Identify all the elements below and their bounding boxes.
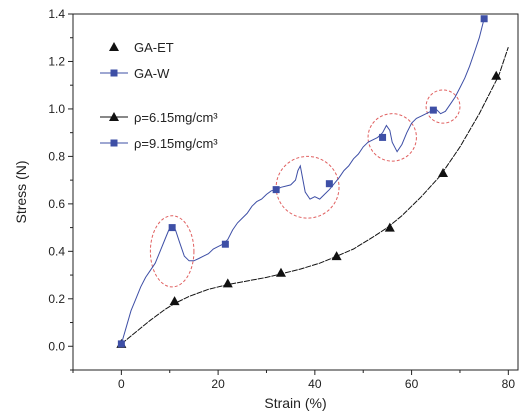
x-tick-label: 20 [211, 377, 225, 391]
legend: GA-ET GA-W ρ=6.15mg/cm³ ρ=9.15mg/cm³ [100, 40, 218, 151]
legend-label: ρ=6.15mg/cm³ [134, 110, 218, 125]
legend-marker-triangle [109, 42, 119, 51]
data-point-square [325, 180, 333, 188]
x-tick-label: 0 [118, 377, 125, 391]
highlight-circle [425, 89, 461, 124]
plot-frame [72, 13, 519, 371]
legend-item: GA-W [100, 66, 170, 81]
y-tick-label: 1.4 [48, 7, 65, 21]
series-1 [116, 47, 509, 348]
highlight-circle [149, 215, 195, 288]
data-point-square [117, 340, 125, 348]
y-tick-label: 0.0 [48, 339, 65, 353]
legend-label: ρ=9.15mg/cm³ [134, 136, 218, 151]
y-tick-label: 0.2 [48, 292, 65, 306]
legend-item: GA-ET [109, 40, 174, 55]
y-axis-label: Stress (N) [13, 161, 29, 224]
y-tick-label: 0.8 [48, 149, 65, 163]
data-point-square [221, 240, 229, 248]
x-axis-label: Strain (%) [264, 395, 326, 411]
x-tick-label: 80 [502, 377, 516, 391]
data-point-square [379, 133, 387, 141]
legend-marker-square [110, 69, 118, 77]
data-point-square [480, 15, 488, 23]
y-tick-label: 0.4 [48, 244, 65, 258]
y-tick-label: 0.6 [48, 197, 65, 211]
data-point-triangle [222, 278, 233, 288]
series-layer [116, 15, 509, 348]
data-point-triangle [491, 70, 502, 80]
highlight-circles [149, 89, 461, 288]
data-point-triangle [438, 168, 449, 178]
highlight-circle [367, 113, 417, 162]
y-tick-label: 1.2 [48, 54, 65, 68]
legend-label: GA-ET [134, 40, 174, 55]
data-point-triangle [275, 267, 286, 277]
legend-item: ρ=9.15mg/cm³ [100, 136, 218, 151]
legend-marker-triangle [109, 112, 119, 121]
plot-border [72, 13, 519, 371]
legend-marker-square [110, 139, 118, 147]
legend-label: GA-W [134, 66, 170, 81]
data-point-triangle [331, 251, 342, 261]
highlight-circle [275, 155, 340, 219]
series-2 [117, 15, 488, 348]
series-line [120, 18, 485, 345]
data-point-triangle [384, 222, 395, 232]
data-point-square [272, 186, 280, 194]
x-tick-label: 60 [405, 377, 419, 391]
axis-ticks: 0 20 40 60 80 0.0 0.2 0.4 0.6 0.8 1.0 1.2 1.4 [48, 7, 515, 391]
data-point-square [429, 106, 437, 114]
data-point-triangle [169, 296, 180, 306]
y-tick-label: 1.0 [48, 102, 65, 116]
data-point-square [168, 224, 176, 232]
x-tick-label: 40 [308, 377, 322, 391]
legend-item: ρ=6.15mg/cm³ [100, 110, 218, 125]
